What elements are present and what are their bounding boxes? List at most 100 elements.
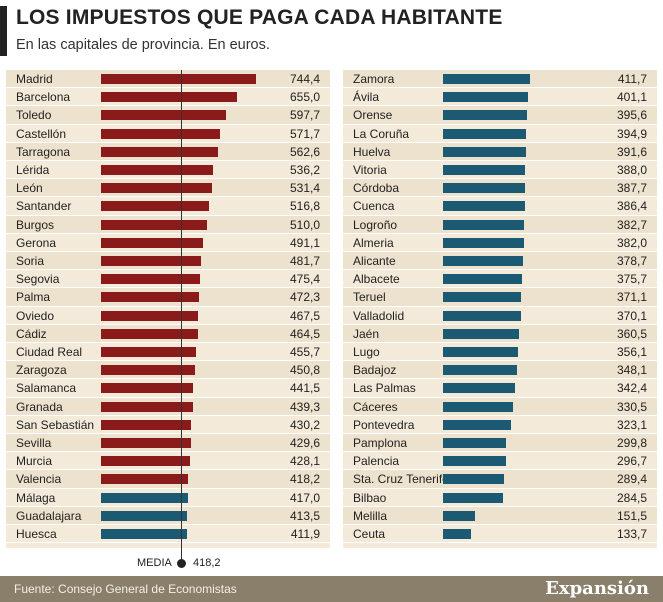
category-label: Sevilla xyxy=(16,436,52,450)
category-label: Guadalajara xyxy=(16,508,82,523)
value-label: 430,2 xyxy=(289,417,320,432)
row-separator xyxy=(6,196,330,198)
value-label: 455,7 xyxy=(289,345,320,359)
title-accent-bar xyxy=(0,6,7,56)
bar xyxy=(101,401,193,412)
category-label: Zaragoza xyxy=(16,363,67,378)
value-label: 391,6 xyxy=(616,144,647,159)
media-label: MEDIA xyxy=(137,557,172,569)
category-label: Granada xyxy=(16,399,63,414)
bar-row: Cuenca 386,4 xyxy=(343,197,657,216)
value-label: 472,3 xyxy=(289,290,320,305)
value-label: 356,1 xyxy=(616,345,647,359)
value-label: 536,2 xyxy=(289,163,320,177)
category-label: Orense xyxy=(353,108,393,123)
value-label: 360,5 xyxy=(616,326,647,341)
bar-row: Burgos 510,0 xyxy=(6,215,330,234)
value-label: 371,1 xyxy=(616,290,647,305)
category-label: Madrid xyxy=(16,72,53,86)
category-label: Bilbao xyxy=(353,490,387,505)
bar-row: Salamanca 441,5 xyxy=(6,379,330,398)
bar-row: Murcia 428,1 xyxy=(6,452,330,471)
value-label: 571,7 xyxy=(289,126,320,141)
category-label: Zamora xyxy=(353,72,395,86)
bar-row: Zaragoza 450,8 xyxy=(6,361,330,380)
row-separator xyxy=(6,123,330,125)
value-label: 378,7 xyxy=(616,254,647,268)
bar xyxy=(101,492,188,503)
bar xyxy=(443,456,506,467)
bar xyxy=(443,419,512,430)
row-separator xyxy=(343,305,657,307)
row-separator xyxy=(343,542,657,544)
value-label: 429,6 xyxy=(289,436,320,450)
bar xyxy=(443,237,524,248)
row-separator xyxy=(343,196,657,198)
brand-logo: Expansión xyxy=(545,578,649,599)
category-label: Cuenca xyxy=(353,199,395,214)
value-label: 386,4 xyxy=(616,199,647,214)
bar xyxy=(443,183,525,194)
category-label: Salamanca xyxy=(16,381,77,396)
bar xyxy=(443,347,519,357)
bar xyxy=(101,219,208,230)
row-separator xyxy=(343,287,657,289)
media-value: 418,2 xyxy=(193,557,221,569)
bar-row: San Sebastián 430,2 xyxy=(6,416,330,434)
bar xyxy=(443,474,505,485)
bar xyxy=(101,510,188,521)
row-separator xyxy=(6,341,330,343)
bar xyxy=(443,219,524,230)
value-label: 418,2 xyxy=(289,472,320,487)
row-separator xyxy=(6,360,330,362)
bar-row: Palma 472,3 xyxy=(6,288,330,307)
row-separator xyxy=(6,269,330,271)
category-label: Santander xyxy=(16,199,72,214)
category-label: Cáceres xyxy=(353,399,398,414)
category-label: Logroño xyxy=(353,217,398,232)
category-label: Castellón xyxy=(16,126,67,141)
bar xyxy=(101,292,200,303)
value-label: 348,1 xyxy=(616,363,647,378)
bar-row: Ceuta 133,7 xyxy=(343,525,657,544)
bar-row: Oviedo 467,5 xyxy=(6,307,330,325)
row-separator xyxy=(343,323,657,325)
row-separator xyxy=(6,523,330,525)
category-label: Ceuta xyxy=(353,527,386,541)
row-separator xyxy=(343,360,657,362)
row-separator xyxy=(6,378,330,380)
bar-row: Orense 395,6 xyxy=(343,106,657,125)
bar-row: Gerona 491,1 xyxy=(6,234,330,252)
value-label: 388,0 xyxy=(616,163,647,177)
bar-row: Málaga 417,0 xyxy=(6,489,330,507)
category-label: Cádiz xyxy=(16,326,47,341)
row-separator xyxy=(6,396,330,398)
value-label: 562,6 xyxy=(289,144,320,159)
value-label: 417,0 xyxy=(289,490,320,505)
value-label: 133,7 xyxy=(616,527,647,541)
category-label: Albacete xyxy=(353,272,400,287)
row-separator xyxy=(343,414,657,416)
row-separator xyxy=(6,487,330,489)
value-label: 413,5 xyxy=(289,508,320,523)
bar xyxy=(443,438,507,448)
category-label: Ávila xyxy=(353,90,380,105)
bar-row: Segovia 475,4 xyxy=(6,270,330,289)
bar xyxy=(101,529,187,539)
bar xyxy=(101,128,220,139)
category-label: Teruel xyxy=(353,290,386,305)
row-separator xyxy=(6,232,330,234)
bar xyxy=(443,529,472,539)
value-label: 375,7 xyxy=(616,272,647,287)
value-label: 516,8 xyxy=(289,199,320,214)
bar-row: Palencia 296,7 xyxy=(343,452,657,471)
bar-row: Jaén 360,5 xyxy=(343,324,657,343)
row-separator xyxy=(6,542,330,544)
bar xyxy=(101,274,200,285)
value-label: 491,1 xyxy=(289,235,320,250)
bar-row: Castellón 571,7 xyxy=(6,125,330,143)
row-separator xyxy=(343,451,657,453)
bar-row: Pontevedra 323,1 xyxy=(343,416,657,434)
right-column-panel: Zamora 411,7 Ávila 401,1 Orense 395,6 La Coruñ… xyxy=(343,70,657,548)
bar-row: La Coruña 394,9 xyxy=(343,125,657,143)
